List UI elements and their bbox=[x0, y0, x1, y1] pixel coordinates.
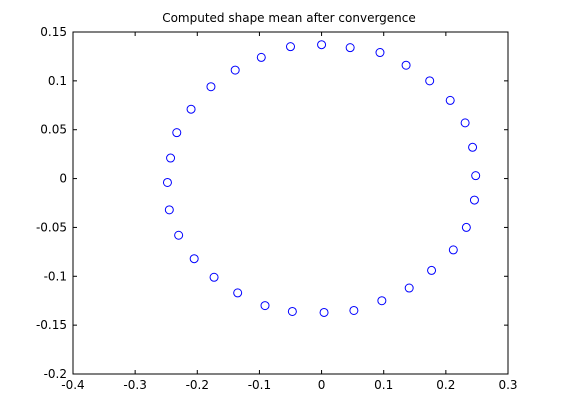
y-tick-label: 0.05 bbox=[40, 123, 67, 137]
data-point bbox=[319, 307, 329, 317]
y-tick-label: -0.15 bbox=[36, 318, 67, 332]
data-point bbox=[260, 301, 270, 311]
data-point bbox=[345, 43, 355, 53]
data-point bbox=[286, 42, 295, 52]
x-tick-label: -0.3 bbox=[123, 378, 146, 392]
data-point bbox=[172, 128, 182, 138]
data-point bbox=[349, 305, 359, 315]
x-axis: -0.4 -0.3 -0.2 -0.1 0 0.1 0.2 0.3 bbox=[61, 32, 518, 392]
data-point bbox=[401, 60, 411, 70]
data-point bbox=[469, 195, 479, 205]
x-tick-label: 0 bbox=[318, 378, 326, 392]
axes-box bbox=[72, 31, 509, 375]
data-point bbox=[377, 296, 387, 306]
data-point bbox=[404, 283, 414, 293]
x-tick-label: 0.3 bbox=[498, 378, 517, 392]
data-point bbox=[230, 65, 240, 75]
chart-title: Computed shape mean after convergence bbox=[162, 11, 416, 25]
data-point bbox=[166, 153, 176, 163]
data-point bbox=[468, 142, 478, 152]
data-point bbox=[448, 245, 458, 255]
data-point bbox=[425, 76, 435, 86]
data-point bbox=[206, 82, 216, 92]
x-tick-label: -0.4 bbox=[61, 378, 84, 392]
data-point bbox=[317, 40, 327, 50]
y-tick-label: 0.1 bbox=[48, 74, 67, 88]
x-tick-label: 0.1 bbox=[374, 378, 393, 392]
data-point bbox=[375, 48, 385, 58]
y-tick-label: -0.2 bbox=[44, 367, 67, 381]
data-point bbox=[162, 177, 172, 187]
y-tick-label: 0.15 bbox=[40, 25, 67, 39]
data-point bbox=[189, 254, 199, 264]
data-point bbox=[461, 222, 471, 232]
x-tick-label: -0.1 bbox=[248, 378, 271, 392]
data-point bbox=[174, 230, 184, 240]
data-point bbox=[164, 205, 174, 215]
y-tick-label: -0.1 bbox=[44, 269, 67, 283]
x-tick-label: -0.2 bbox=[186, 378, 209, 392]
x-tick-label: 0.2 bbox=[436, 378, 455, 392]
data-point bbox=[287, 306, 297, 316]
data-point bbox=[427, 265, 437, 275]
data-points bbox=[162, 40, 481, 317]
data-point bbox=[233, 288, 243, 298]
y-tick-label: 0 bbox=[59, 172, 67, 186]
y-axis: -0.2 -0.15 -0.1 -0.05 0 0.05 0.1 0.15 bbox=[36, 25, 508, 381]
data-point bbox=[445, 95, 455, 105]
data-point bbox=[256, 52, 266, 62]
data-point bbox=[186, 104, 196, 114]
data-point bbox=[209, 272, 219, 282]
data-point bbox=[471, 171, 481, 181]
y-tick-label: -0.05 bbox=[36, 220, 67, 234]
data-point bbox=[460, 118, 470, 128]
